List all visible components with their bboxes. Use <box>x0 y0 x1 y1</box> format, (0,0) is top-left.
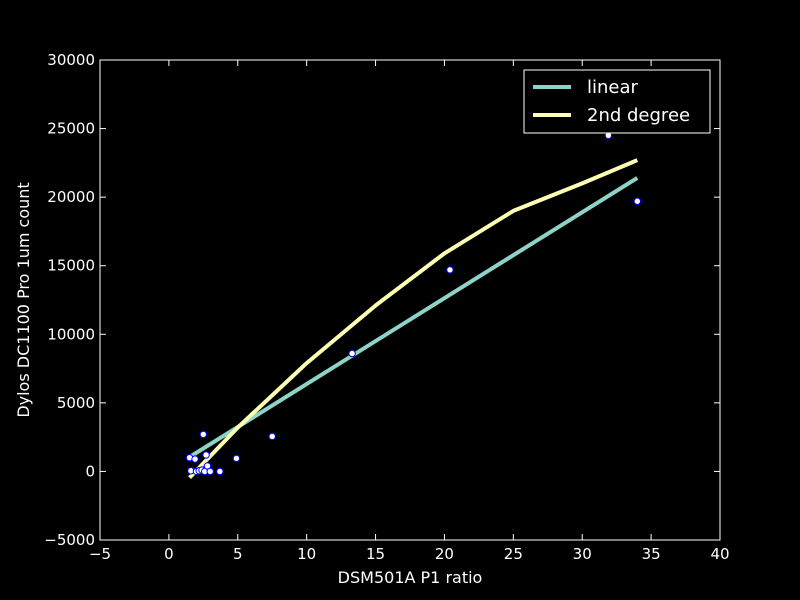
x-tick-label: 20 <box>435 545 454 563</box>
y-tick-label: 30000 <box>47 51 95 69</box>
y-tick-label: −5000 <box>44 531 95 549</box>
data-point <box>206 467 214 476</box>
x-tick-label: 35 <box>642 545 661 563</box>
y-tick-label: 5000 <box>57 394 95 412</box>
quadratic-fit-line <box>188 158 639 479</box>
data-point <box>348 349 356 358</box>
data-point <box>446 266 454 274</box>
x-axis-label: DSM501A P1 ratio <box>338 568 483 587</box>
x-tick-label: 10 <box>297 545 316 563</box>
y-axis-label: Dylos DC1100 Pro 1um count <box>14 182 33 417</box>
legend: linear 2nd degree <box>523 69 711 134</box>
y-tick-label: 10000 <box>47 325 95 343</box>
x-tick-label: −5 <box>89 545 111 563</box>
x-tick-label: 5 <box>233 545 243 563</box>
x-tick-label: 15 <box>366 545 385 563</box>
y-tick-label: 20000 <box>47 188 95 206</box>
legend-label-linear: linear <box>587 77 639 98</box>
x-tick-label: 40 <box>710 545 729 563</box>
data-point <box>191 455 199 463</box>
data-point <box>216 467 224 476</box>
y-tick-label: 15000 <box>47 257 95 275</box>
x-tick-label: 0 <box>164 545 174 563</box>
data-point <box>199 430 208 439</box>
data-point <box>202 451 210 459</box>
x-tick-label: 25 <box>504 545 523 563</box>
legend-label-2nd-degree: 2nd degree <box>587 105 690 126</box>
legend-box <box>523 69 711 134</box>
data-point <box>633 197 642 205</box>
plot-area <box>99 59 721 541</box>
linear-fit-line <box>188 176 639 459</box>
data-point <box>232 454 241 463</box>
data-point <box>268 432 276 441</box>
y-tick-label: 0 <box>85 462 95 480</box>
y-tick-label: 25000 <box>47 120 95 138</box>
x-tick-label: 30 <box>573 545 592 563</box>
